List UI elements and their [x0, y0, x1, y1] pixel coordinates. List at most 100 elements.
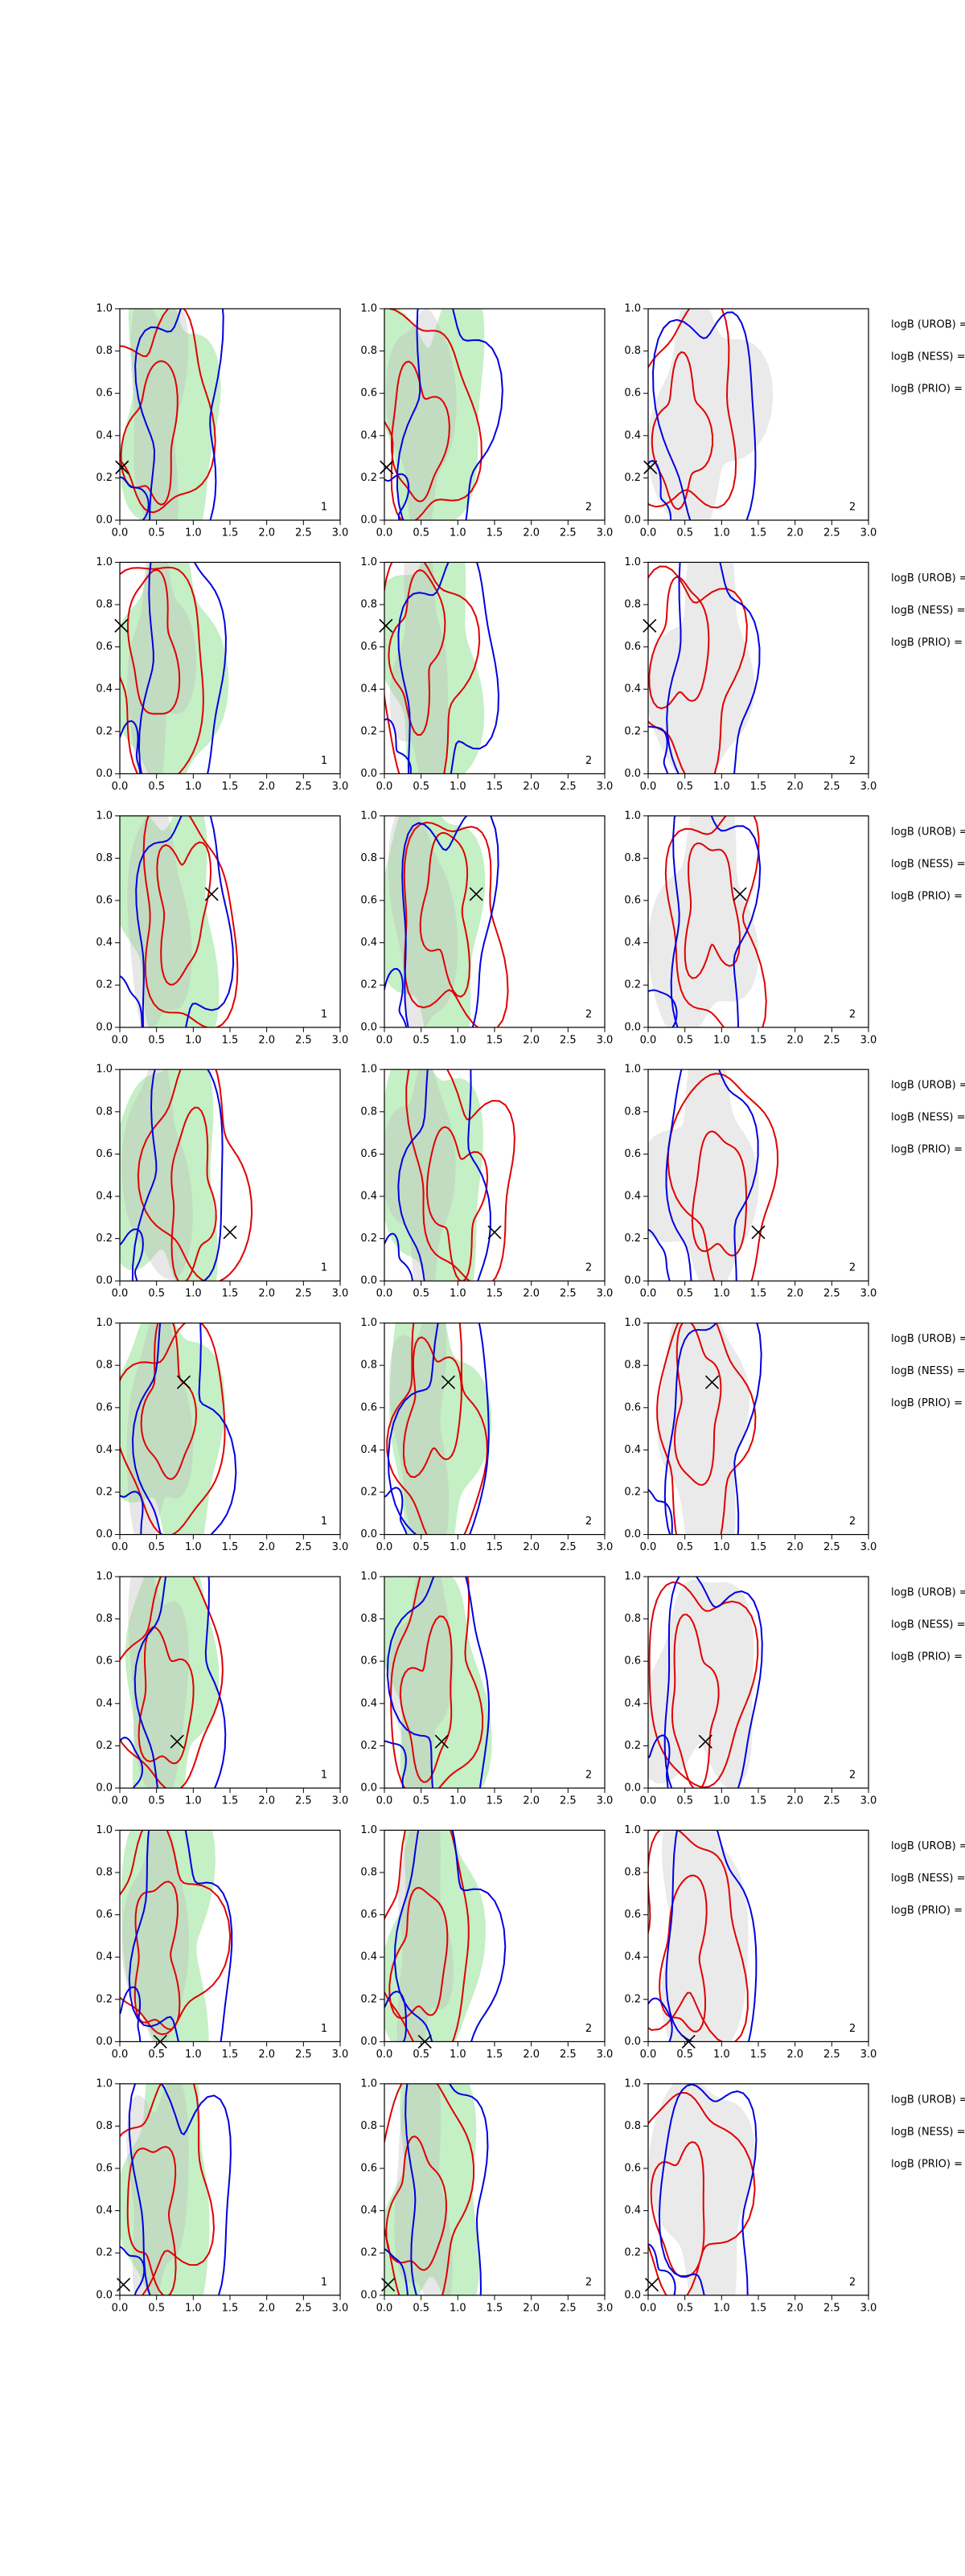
x-tick-label: 1.0	[713, 1541, 730, 1553]
x-tick-label: 0.5	[413, 1288, 429, 1300]
y-tick-label: 0.8	[360, 2120, 377, 2132]
gray-region	[127, 562, 196, 774]
marker	[153, 2034, 167, 2049]
x-tick-label: 0.0	[112, 527, 129, 539]
red-contour-inner	[659, 1874, 708, 2032]
panel-label: 2	[849, 1770, 856, 1782]
y-tick-label: 0.6	[360, 641, 377, 653]
y-tick-label: 0.6	[624, 895, 641, 907]
red-contour-outer	[384, 562, 481, 774]
y-tick-label: 0.6	[360, 1148, 377, 1160]
x-tick-label: 1.5	[222, 781, 239, 793]
blue-contour-small	[648, 1734, 671, 1788]
x-tick-label: 2.5	[560, 527, 577, 539]
x-tick-label: 1.5	[487, 527, 503, 539]
y-tick-label: 0.2	[360, 1993, 377, 2005]
x-tick-label: 0.5	[413, 1541, 429, 1553]
x-tick-label: 0.0	[112, 1541, 129, 1553]
x-tick-label: 0.5	[148, 1795, 165, 1807]
red-contour-inner	[156, 841, 212, 986]
x-tick-label: 3.0	[332, 1034, 349, 1046]
x-tick-label: 3.0	[860, 527, 877, 539]
y-tick-label: 0.6	[96, 895, 113, 907]
x-tick-label: 1.0	[713, 781, 730, 793]
y-tick-label: 0.8	[360, 1867, 377, 1879]
x-tick-label: 1.0	[450, 1541, 466, 1553]
x-tick-label: 1.0	[713, 1034, 730, 1046]
contours	[648, 2083, 758, 2295]
red-contour-inner	[170, 1106, 217, 1282]
x-tick-label: 0.0	[376, 1795, 393, 1807]
x-tick-label: 1.0	[185, 1034, 202, 1046]
x-tick-label: 0.5	[413, 527, 429, 539]
y-tick-label: 0.4	[360, 1191, 377, 1203]
x-tick-label: 1.0	[713, 2049, 730, 2061]
y-tick-label: 0.8	[624, 852, 641, 864]
blue-contour	[658, 2083, 758, 2295]
panel: 0.0 0.5 1.0 1.5 2.0 2.5 3.0 0.0 0.2 0.4 0.6 0.8 1.0 2	[360, 2078, 613, 2314]
y-tick-label: 0.2	[360, 1233, 377, 1245]
marker	[114, 618, 129, 633]
y-tick-label: 0.8	[360, 852, 377, 864]
panel-label: 1	[321, 1008, 327, 1020]
y-tick-label: 0.0	[624, 768, 641, 780]
red-contour-inner	[402, 1336, 462, 1479]
gray-region	[389, 562, 449, 774]
x-tick-label: 1.5	[487, 1034, 503, 1046]
x-tick-label: 1.5	[750, 781, 767, 793]
blue-contour-small	[648, 1229, 671, 1282]
blue-contour-small	[648, 2243, 676, 2295]
red-contour-outer	[656, 1323, 757, 1535]
blue-contour-small	[384, 1487, 408, 1535]
y-tick-label: 0.2	[624, 1740, 641, 1752]
y-tick-label: 0.4	[96, 1697, 113, 1709]
x-tick-label: 1.0	[185, 2049, 202, 2061]
y-tick-label: 0.0	[624, 1021, 641, 1033]
y-tick-label: 0.6	[360, 2163, 377, 2175]
x-tick-label: 0.5	[676, 2049, 693, 2061]
y-tick-label: 0.6	[624, 2163, 641, 2175]
blue-contour	[128, 1830, 233, 2042]
y-tick-label: 0.2	[360, 472, 377, 484]
blue-contour-small	[384, 473, 410, 520]
x-tick-label: 2.0	[523, 781, 540, 793]
blue-contour-small	[120, 974, 143, 1028]
x-tick-label: 0.0	[376, 2302, 393, 2314]
x-tick-label: 0.0	[112, 781, 129, 793]
panel: 0.0 0.5 1.0 1.5 2.0 2.5 3.0 0.0 0.2 0.4 0.6 0.8 1.0 2	[360, 1317, 613, 1553]
blue-contour	[663, 1323, 762, 1535]
blue-contour	[128, 2083, 232, 2295]
y-tick-label: 0.8	[96, 2120, 113, 2132]
y-tick-label: 1.0	[96, 810, 113, 822]
y-tick-label: 1.0	[360, 1824, 377, 1836]
x-tick-label: 3.0	[332, 1795, 349, 1807]
y-tick-label: 1.0	[96, 556, 113, 568]
marker	[417, 2034, 432, 2049]
x-tick-label: 0.5	[413, 781, 429, 793]
x-tick-label: 1.0	[450, 2302, 466, 2314]
x-tick-label: 0.0	[640, 1795, 657, 1807]
contours	[384, 309, 503, 520]
x-tick-label: 0.5	[148, 1541, 165, 1553]
blue-contour-small	[648, 989, 678, 1028]
x-tick-label: 2.5	[823, 2302, 840, 2314]
x-tick-label: 2.0	[786, 2302, 803, 2314]
y-tick-label: 0.6	[96, 1148, 113, 1160]
side-label: logB (NESS) =	[891, 1112, 965, 1124]
y-tick-label: 1.0	[624, 1824, 641, 1836]
x-tick-label: 3.0	[597, 2049, 614, 2061]
red-contour-inner	[651, 351, 713, 511]
y-tick-label: 0.6	[96, 641, 113, 653]
gray-region	[388, 1323, 450, 1535]
y-tick-label: 0.0	[360, 1275, 377, 1287]
y-tick-label: 1.0	[96, 1824, 113, 1836]
panel-label: 1	[321, 502, 327, 514]
gray-region	[384, 1069, 456, 1282]
x-tick-label: 3.0	[860, 1795, 877, 1807]
y-tick-label: 0.0	[624, 1782, 641, 1795]
green-region	[120, 309, 221, 520]
panel: 0.0 0.5 1.0 1.5 2.0 2.5 3.0 0.0 0.2 0.4 0.6 0.8 1.0 2	[624, 1824, 877, 2061]
y-tick-label: 0.8	[624, 345, 641, 357]
y-tick-label: 0.2	[360, 1740, 377, 1752]
